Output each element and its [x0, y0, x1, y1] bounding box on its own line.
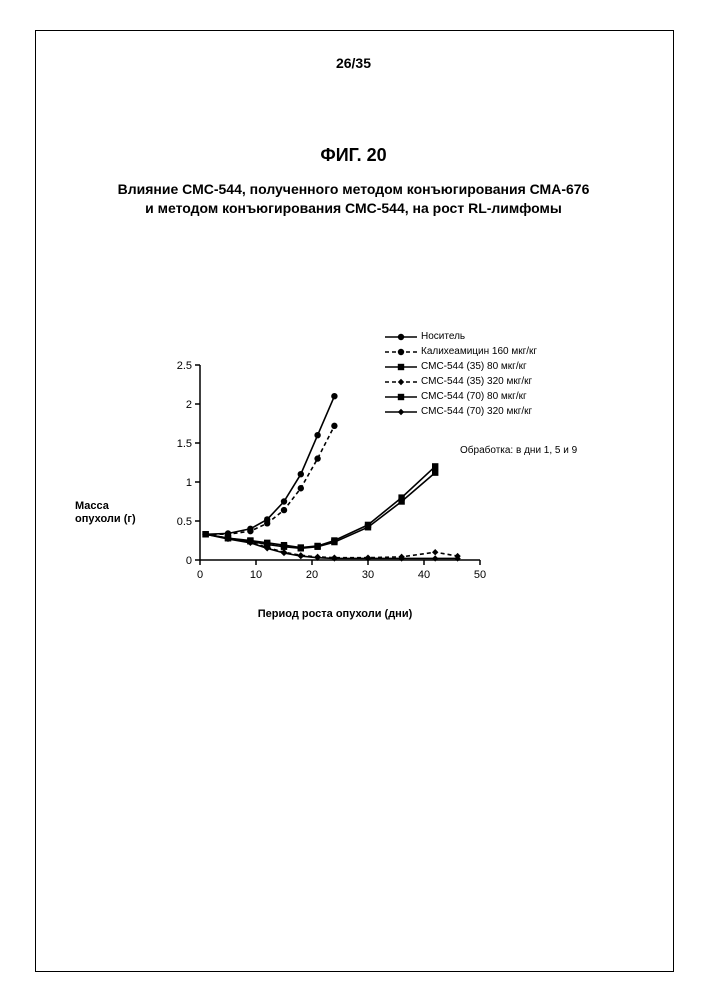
svg-text:0.5: 0.5	[177, 516, 192, 528]
legend: НосительКалихеамицин 160 мкг/кгСМС-544 (…	[385, 330, 537, 420]
x-axis-label: Период роста опухоли (дни)	[225, 608, 445, 620]
y-axis-label: Масса опухоли (г)	[75, 500, 136, 526]
legend-row: СМС-544 (35) 80 мкг/кг	[385, 360, 537, 374]
svg-text:40: 40	[418, 569, 430, 581]
legend-marker	[385, 347, 417, 357]
legend-row: СМС-544 (35) 320 мкг/кг	[385, 375, 537, 389]
figure-title: Влияние СМС-544, полученного методом кон…	[60, 180, 647, 218]
ylabel-line1: Масса	[75, 500, 109, 512]
ylabel-line2: опухоли (г)	[75, 513, 136, 525]
page-number: 26/35	[0, 55, 707, 71]
legend-label: СМС-544 (35) 80 мкг/кг	[421, 360, 527, 374]
figure-title-line2: и методом конъюгирования СМС-544, на рос…	[145, 200, 562, 216]
legend-marker	[385, 392, 417, 402]
legend-marker	[385, 362, 417, 372]
treatment-note: Обработка: в дни 1, 5 и 9	[460, 445, 577, 456]
legend-label: СМС-544 (70) 80 мкг/кг	[421, 390, 527, 404]
legend-label: СМС-544 (35) 320 мкг/кг	[421, 375, 532, 389]
svg-text:20: 20	[306, 569, 318, 581]
legend-label: Калихеамицин 160 мкг/кг	[421, 345, 537, 359]
svg-text:1: 1	[186, 477, 192, 489]
svg-text:10: 10	[250, 569, 262, 581]
legend-marker	[385, 407, 417, 417]
svg-text:0: 0	[186, 555, 192, 567]
svg-text:30: 30	[362, 569, 374, 581]
legend-marker	[385, 377, 417, 387]
legend-row: Носитель	[385, 330, 537, 344]
legend-row: СМС-544 (70) 80 мкг/кг	[385, 390, 537, 404]
chart-area: 0 0.5 1 1.5 2 2.5 0 10 20 30 40 50	[140, 340, 610, 620]
legend-marker	[385, 332, 417, 342]
svg-text:2: 2	[186, 399, 192, 411]
figure-label: ФИГ. 20	[0, 145, 707, 166]
legend-row: Калихеамицин 160 мкг/кг	[385, 345, 537, 359]
svg-text:2.5: 2.5	[177, 360, 192, 372]
legend-label: Носитель	[421, 330, 465, 344]
legend-row: СМС-544 (70) 320 мкг/кг	[385, 405, 537, 419]
chart-svg: 0 0.5 1 1.5 2 2.5 0 10 20 30 40 50	[140, 340, 610, 620]
legend-label: СМС-544 (70) 320 мкг/кг	[421, 405, 532, 419]
figure-title-line1: Влияние СМС-544, полученного методом кон…	[118, 181, 590, 197]
svg-text:50: 50	[474, 569, 486, 581]
svg-text:0: 0	[197, 569, 203, 581]
svg-text:1.5: 1.5	[177, 438, 192, 450]
